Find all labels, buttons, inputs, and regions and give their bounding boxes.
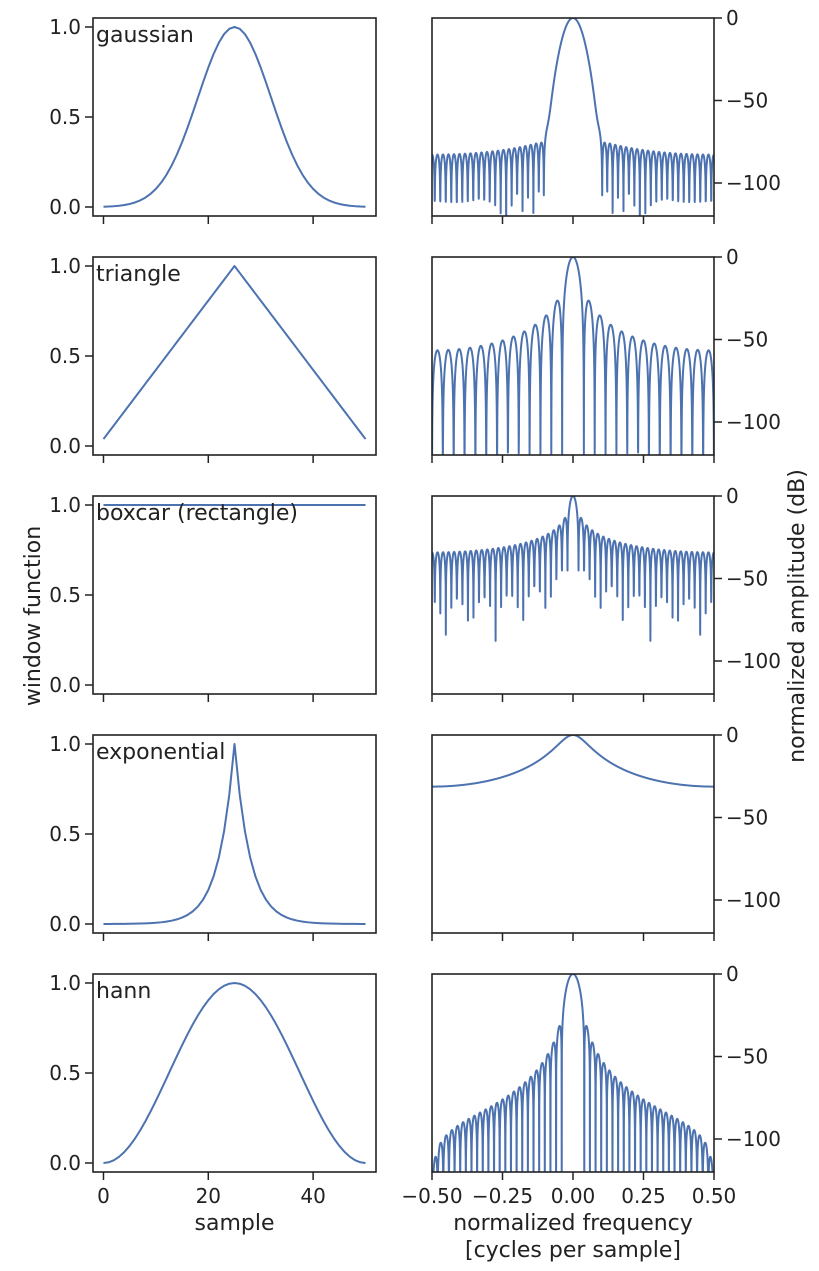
window-ytick-label: 0.5 xyxy=(49,1061,81,1085)
spectrum-panel-exponential: 0 −50 −100 xyxy=(431,723,781,941)
spectrum-panel-triangle: 0 −50 −100 xyxy=(431,245,781,463)
spectrum-ytick-label: −50 xyxy=(726,1045,768,1069)
spectrum-ytick-label: −100 xyxy=(726,888,781,912)
spectrum-panel-gaussian: 0 −50 −100 xyxy=(431,6,781,224)
window-ytick-label: 0.5 xyxy=(49,344,81,368)
window-ytick-label: 1.0 xyxy=(49,732,81,756)
right-y-axis-title: normalized amplitude (dB) xyxy=(785,469,810,763)
spectrum-ytick-label: −50 xyxy=(726,89,768,113)
spectrum-ytick-label: 0 xyxy=(726,723,739,747)
window-name-label: exponential xyxy=(96,740,225,765)
spectrum-curve-triangle xyxy=(432,257,714,455)
window-ytick-label: 0.0 xyxy=(49,1151,81,1175)
window-ytick-label: 1.0 xyxy=(49,493,81,517)
spectrum-axes-frame xyxy=(431,734,715,934)
spectrum-ytick-label: −50 xyxy=(726,328,768,352)
window-ytick-label: 0.5 xyxy=(49,105,81,129)
window-ytick-label: 0.0 xyxy=(49,434,81,458)
window-panel-hann: 0.0 0.5 1.0 0 20 40 hann xyxy=(49,971,377,1208)
panels-group: 0.0 0.5 1.0 gaussian 0 −50 −100 0.0 0.5 1.0 triang… xyxy=(49,6,781,1208)
spectrum-ytick-label: −50 xyxy=(726,567,768,591)
window-ytick-label: 0.5 xyxy=(49,822,81,846)
window-name-label: hann xyxy=(96,979,151,1004)
window-xtick-label: 0 xyxy=(97,1184,110,1208)
window-ytick-label: 0.0 xyxy=(49,195,81,219)
window-xtick-label: 20 xyxy=(196,1184,221,1208)
spectrum-curve-gaussian xyxy=(432,18,714,216)
spectrum-curve-hann xyxy=(432,974,714,1172)
spectrum-ytick-label: 0 xyxy=(726,6,739,30)
spectrum-xtick-label: 0.50 xyxy=(692,1184,737,1208)
spectrum-ytick-label: 0 xyxy=(726,962,739,986)
spectrum-ytick-label: −100 xyxy=(726,410,781,434)
window-curve-hann xyxy=(103,982,366,1164)
spectrum-ytick-label: −100 xyxy=(726,171,781,195)
window-ytick-label: 1.0 xyxy=(49,971,81,995)
spectrum-xtick-label: 0.00 xyxy=(551,1184,596,1208)
window-ytick-label: 1.0 xyxy=(49,15,81,39)
window-panel-exponential: 0.0 0.5 1.0 exponential xyxy=(49,732,377,941)
window-name-label: boxcar (rectangle) xyxy=(96,501,298,526)
window-ytick-label: 1.0 xyxy=(49,254,81,278)
window-curve-triangle xyxy=(102,265,367,440)
spectrum-ytick-label: 0 xyxy=(726,245,739,269)
spectrum-xtick-label: 0.25 xyxy=(621,1184,666,1208)
spectrum-ytick-label: 0 xyxy=(726,484,739,508)
spectrum-xtick-label: −0.25 xyxy=(472,1184,533,1208)
right-x-axis-title-line2: [cycles per sample] xyxy=(465,1238,681,1263)
spectrum-curve-exponential xyxy=(432,735,714,788)
spectrum-xtick-label: −0.50 xyxy=(401,1184,462,1208)
left-x-axis-title: sample xyxy=(195,1211,275,1236)
spectrum-ytick-label: −50 xyxy=(726,806,768,830)
window-xtick-label: 40 xyxy=(300,1184,325,1208)
spectrum-ytick-label: −100 xyxy=(726,1127,781,1151)
window-panel-triangle: 0.0 0.5 1.0 triangle xyxy=(49,254,377,463)
window-name-label: gaussian xyxy=(96,23,194,48)
spectrum-ytick-label: −100 xyxy=(726,649,781,673)
window-curve-exponential xyxy=(103,743,366,925)
right-x-axis-title-line1: normalized frequency xyxy=(453,1211,693,1236)
spectrum-panel-hann: 0 −50 −100 −0.50 −0.25 0.00 0.25 0.50 xyxy=(401,962,781,1208)
window-ytick-label: 0.5 xyxy=(49,583,81,607)
window-curve-gaussian xyxy=(103,26,366,208)
window-name-label: triangle xyxy=(96,262,181,287)
window-panel-boxcar: 0.0 0.5 1.0 boxcar (rectangle) xyxy=(49,493,377,702)
window-ytick-label: 0.0 xyxy=(49,912,81,936)
left-y-axis-title: window function xyxy=(21,526,46,706)
window-ytick-label: 0.0 xyxy=(49,673,81,697)
spectrum-axes-frame xyxy=(431,973,715,1173)
spectrum-panel-boxcar: 0 −50 −100 xyxy=(431,484,781,702)
spectrum-curve-boxcar xyxy=(432,496,714,642)
window-panel-gaussian: 0.0 0.5 1.0 gaussian xyxy=(49,15,377,224)
